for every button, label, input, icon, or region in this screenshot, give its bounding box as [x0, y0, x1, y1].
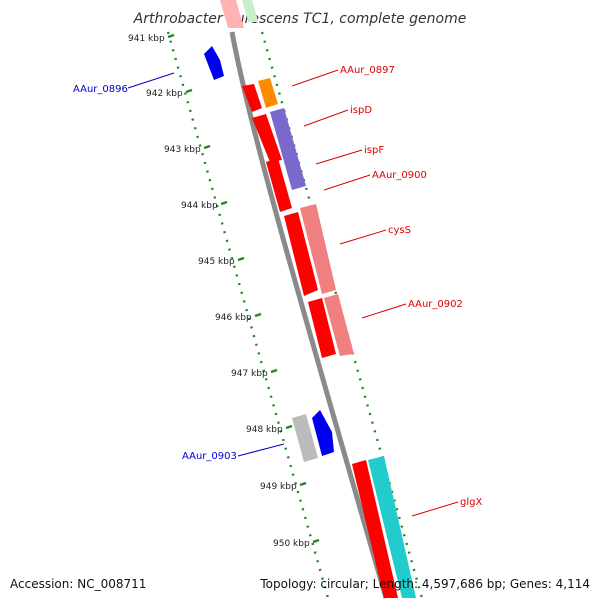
leader-aaur-0903 [237, 443, 285, 457]
topology-text: Topology: circular; Length: 4,597,686 bp… [260, 577, 590, 591]
gene-label[interactable]: ispD [350, 105, 372, 116]
gene-label[interactable]: glgX [460, 497, 482, 508]
accession-text: Accession: NC_008711 [10, 577, 147, 591]
kbp-tick [299, 481, 307, 487]
kbp-tick [254, 312, 262, 318]
gene-label[interactable]: AAur_0896 [73, 84, 128, 95]
kbp-label: 944 kbp [181, 201, 218, 211]
kbp-label: 941 kbp [128, 34, 165, 44]
gene-block-ispf-partner [270, 108, 306, 190]
kbp-labels: 941 kbp 942 kbp 943 kbp 944 kbp 945 kbp 946 k… [128, 33, 320, 549]
top-gene-fragment-b [242, 0, 259, 22]
gene-block-aaur-0896 [204, 46, 224, 80]
leader-ispd [303, 109, 349, 127]
gene-label[interactable]: cysS [388, 225, 411, 236]
gene-label[interactable]: AAur_0897 [340, 65, 395, 76]
leader-aaur-0896 [127, 72, 175, 89]
gene-block-aaur-0902-partner [324, 294, 354, 356]
kbp-tick [285, 424, 293, 430]
kbp-tick [270, 368, 278, 374]
gene-block-aaur-0900 [266, 158, 292, 212]
kbp-tick [237, 256, 245, 262]
kbp-label: 943 kbp [164, 145, 201, 155]
gene-block-cyss [284, 212, 318, 296]
map-title: Arthrobacter aurescens TC1, complete gen… [133, 11, 467, 27]
kbp-label: 945 kbp [198, 257, 235, 267]
gene-label[interactable]: ispF [364, 145, 384, 156]
leader-aaur-0902 [361, 303, 407, 319]
top-gene-fragment-a [220, 0, 245, 28]
genome-backbone [229, 31, 389, 599]
kbp-label: 950 kbp [273, 539, 310, 549]
gene-block-ispf [252, 114, 282, 162]
gene-block-ispd [242, 84, 262, 112]
leader-aaur-0897 [291, 69, 339, 87]
leader-ispf [315, 149, 363, 165]
leader-cyss [339, 229, 387, 245]
kbp-label: 946 kbp [215, 313, 252, 323]
gene-block-aaur-0902 [308, 298, 336, 358]
gene-block-aaur-0897 [258, 78, 278, 108]
kbp-tick [167, 33, 175, 39]
gene-block-glgx-partner [368, 456, 416, 598]
gene-labels: AAur_0896 AAur_0897 ispD ispF AAur_0900 cysS A… [73, 65, 482, 508]
leader-aaur-0900 [323, 174, 371, 191]
gene-block-cyss-partner [300, 204, 336, 294]
kbp-label: 948 kbp [246, 425, 283, 435]
kbp-label: 942 kbp [146, 89, 183, 99]
leader-glgx [411, 501, 459, 517]
kbp-label: 947 kbp [231, 369, 268, 379]
kbp-label: 949 kbp [260, 482, 297, 492]
gene-block-aaur-0903-b [312, 410, 334, 456]
kbp-tick [185, 88, 193, 94]
gene-label[interactable]: AAur_0903 [182, 451, 237, 462]
gene-label[interactable]: AAur_0900 [372, 170, 427, 181]
gene-block-glgx [352, 460, 398, 598]
gene-block-aaur-0903 [292, 414, 318, 462]
gene-label[interactable]: AAur_0902 [408, 299, 463, 310]
kbp-tick [203, 144, 211, 150]
kbp-tick [312, 538, 320, 544]
kbp-tick [220, 200, 228, 206]
